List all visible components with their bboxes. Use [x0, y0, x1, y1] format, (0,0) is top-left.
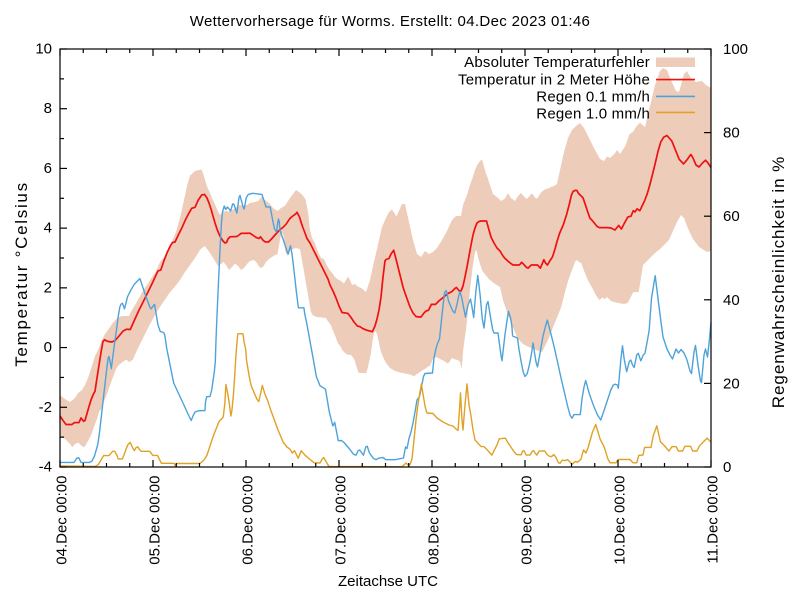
svg-text:Zeitachse UTC: Zeitachse UTC [338, 573, 438, 590]
svg-text:05.Dec 00:00: 05.Dec 00:00 [147, 476, 164, 565]
svg-text:10: 10 [35, 41, 52, 58]
svg-text:08.Dec 00:00: 08.Dec 00:00 [426, 476, 443, 565]
svg-text:11.Dec 00:00: 11.Dec 00:00 [705, 476, 722, 564]
svg-text:4: 4 [44, 220, 52, 237]
svg-text:07.Dec 00:00: 07.Dec 00:00 [333, 476, 350, 565]
svg-text:Regenwahrscheinlichkeit in %: Regenwahrscheinlichkeit in % [769, 156, 788, 408]
svg-text:20: 20 [723, 375, 740, 392]
svg-text:Wettervorhersage für Worms. Er: Wettervorhersage für Worms. Erstellt: 04… [190, 13, 591, 30]
svg-text:100: 100 [723, 41, 748, 58]
svg-text:Temperatur in 2 Meter Höhe: Temperatur in 2 Meter Höhe [458, 72, 650, 89]
svg-text:04.Dec 00:00: 04.Dec 00:00 [54, 476, 71, 565]
svg-text:Temperatur °Celsius: Temperatur °Celsius [12, 181, 31, 367]
svg-text:Regen 1.0 mm/h: Regen 1.0 mm/h [536, 106, 650, 123]
svg-text:Regen 0.1 mm/h: Regen 0.1 mm/h [536, 89, 650, 106]
svg-text:6: 6 [44, 160, 52, 177]
svg-text:-2: -2 [39, 399, 52, 416]
svg-text:0: 0 [44, 339, 52, 356]
svg-text:0: 0 [723, 459, 731, 476]
svg-text:60: 60 [723, 208, 740, 225]
svg-text:8: 8 [44, 100, 52, 117]
svg-text:2: 2 [44, 279, 52, 296]
svg-text:06.Dec 00:00: 06.Dec 00:00 [240, 476, 257, 565]
svg-text:09.Dec 00:00: 09.Dec 00:00 [519, 476, 536, 565]
svg-text:Absoluter Temperaturfehler: Absoluter Temperaturfehler [464, 54, 650, 71]
svg-text:-4: -4 [39, 459, 52, 476]
svg-text:40: 40 [723, 292, 740, 309]
svg-text:10.Dec 00:00: 10.Dec 00:00 [612, 476, 629, 565]
svg-text:80: 80 [723, 125, 740, 142]
